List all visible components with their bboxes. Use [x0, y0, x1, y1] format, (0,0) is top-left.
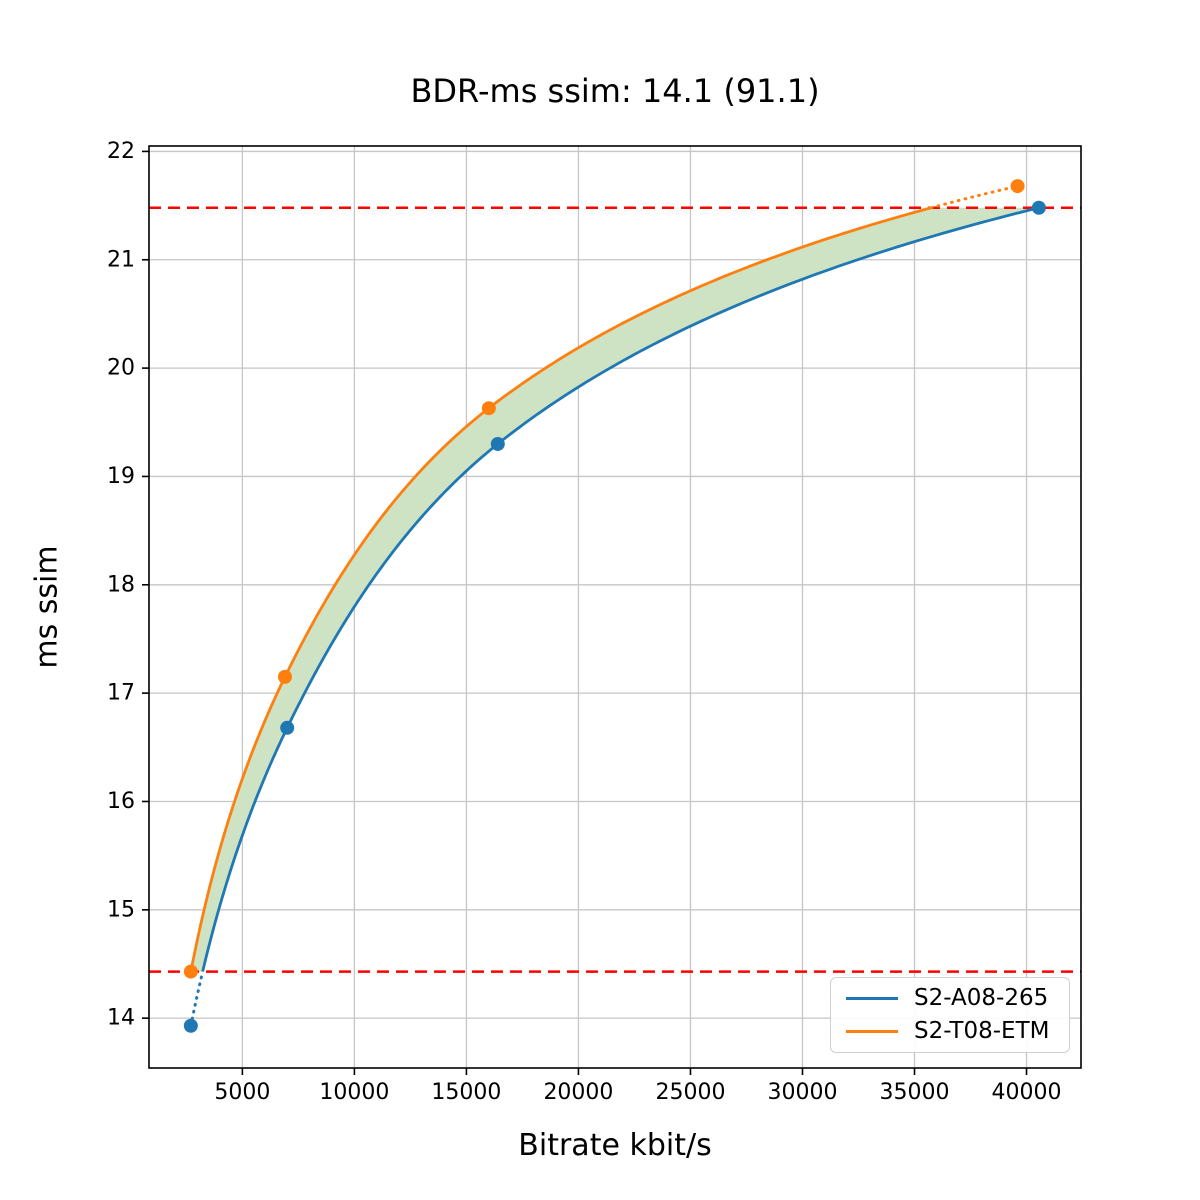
- y-tick-label: 20: [107, 356, 135, 381]
- legend-line-swatch-0: [846, 997, 898, 1001]
- fill-between-region: [190, 207, 1039, 972]
- series-curve-dotted: [929, 184, 1020, 210]
- x-tick-label: 15000: [431, 1080, 501, 1105]
- x-axis-label: Bitrate kbit/s: [518, 1128, 712, 1163]
- legend-label: S2-A08-265: [914, 985, 1049, 1012]
- x-tick-label: 25000: [655, 1080, 725, 1105]
- axes-spines: [148, 145, 1082, 1069]
- data-point-marker: [183, 964, 198, 979]
- legend-label: S2-T08-ETM: [914, 1017, 1050, 1044]
- data-point-marker: [1010, 179, 1025, 194]
- y-tick-label: 21: [107, 247, 135, 272]
- data-point-marker: [1031, 200, 1046, 215]
- y-tick-label: 18: [107, 572, 135, 597]
- x-tick-label: 20000: [543, 1080, 613, 1105]
- y-tick-label: 14: [107, 1006, 135, 1031]
- x-tick-label: 5000: [214, 1080, 270, 1105]
- legend-line-swatch-1: [846, 1029, 898, 1033]
- chart-title: BDR-ms ssim: 14.1 (91.1): [410, 72, 820, 110]
- y-tick-label: 15: [107, 897, 135, 922]
- data-point-marker: [277, 669, 292, 684]
- legend-entry: S2-A08-265: [846, 983, 1069, 1015]
- legend: S2-A08-265 S2-T08-ETM: [830, 977, 1070, 1053]
- data-point-marker: [280, 720, 295, 735]
- data-point-marker: [490, 436, 505, 451]
- x-tick-label: 40000: [992, 1080, 1062, 1105]
- y-tick-label: 17: [107, 681, 135, 706]
- legend-entry: S2-T08-ETM: [846, 1015, 1069, 1047]
- y-tick-label: 22: [107, 139, 135, 164]
- data-point-marker: [183, 1018, 198, 1033]
- x-tick-label: 10000: [319, 1080, 389, 1105]
- series-curve-solid: [189, 206, 932, 972]
- data-point-marker: [481, 401, 496, 416]
- y-tick-label: 16: [107, 789, 135, 814]
- series-curve-dotted: [189, 970, 205, 1028]
- y-tick-label: 19: [107, 464, 135, 489]
- series-curve-solid: [201, 206, 1040, 973]
- x-tick-label: 35000: [880, 1080, 950, 1105]
- x-tick-label: 30000: [767, 1080, 837, 1105]
